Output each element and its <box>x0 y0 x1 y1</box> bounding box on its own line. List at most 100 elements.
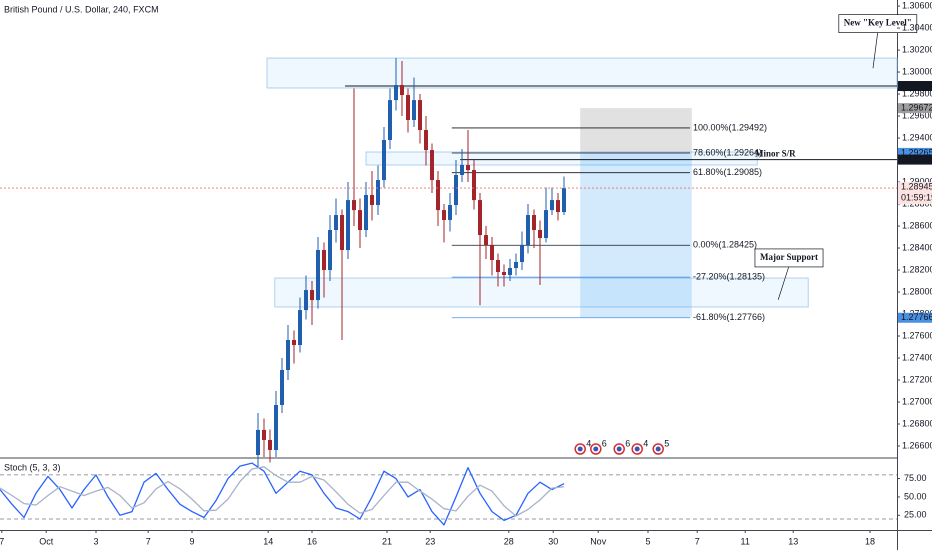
candle-body <box>532 215 536 230</box>
y-tick-label: 1.29800 <box>902 88 932 98</box>
x-tick-label: Nov <box>590 536 607 546</box>
y-tick-label: 1.27600 <box>902 330 932 340</box>
event-flag <box>655 446 661 452</box>
candle-body <box>418 100 422 131</box>
callout-box <box>754 248 824 268</box>
candle-body <box>376 180 380 206</box>
x-tick-label: 5 <box>645 536 650 546</box>
callout-pointer <box>777 265 790 300</box>
x-tick-label: 28 <box>504 536 514 546</box>
fib-label: 78.60%(1.29264) <box>693 147 762 157</box>
event-count: 4 <box>643 438 648 448</box>
candle-body <box>412 100 416 120</box>
x-tick-label: 18 <box>865 536 875 546</box>
candle-body <box>514 261 518 269</box>
y-tick-label: 1.27000 <box>902 396 932 406</box>
candle-body <box>544 210 548 239</box>
candle-body <box>526 215 530 246</box>
position-target <box>580 152 692 318</box>
candle-body <box>328 229 332 271</box>
price-tag <box>898 154 932 165</box>
current-price-label: 1.28945 <box>901 181 932 191</box>
candle-body <box>502 272 506 275</box>
event-flag <box>593 446 599 452</box>
y-tick-label: 75.00 <box>904 473 927 483</box>
y-tick-label: 1.27400 <box>902 352 932 362</box>
price-tag <box>898 312 932 323</box>
candle-body <box>364 195 368 230</box>
candle-body <box>490 245 494 261</box>
x-tick-label: 7 <box>695 536 700 546</box>
chart-title: British Pound / U.S. Dollar, 240, FXCM <box>4 4 159 14</box>
candle-body <box>394 85 398 101</box>
price-tag-label: 1.27766 <box>901 312 932 322</box>
y-tick-label: 1.27200 <box>902 374 932 384</box>
event-flag <box>616 446 622 452</box>
price-tag <box>898 147 932 158</box>
fib-label: 100.00%(1.29492) <box>693 122 767 132</box>
x-tick-label: Oct <box>39 536 54 546</box>
candle-body <box>442 210 446 220</box>
x-tick-label: 16 <box>307 536 317 546</box>
event-flag <box>634 446 640 452</box>
y-tick-label: 25.00 <box>904 510 927 520</box>
current-price-tag <box>898 182 932 205</box>
fib-label: -61.80%(1.27766) <box>693 312 765 322</box>
candle-body <box>400 85 404 96</box>
candle-body <box>430 150 434 181</box>
candle-body <box>436 180 440 211</box>
candle-body <box>466 164 470 171</box>
price-tag-label: 1.29204 <box>901 154 932 164</box>
candle-body <box>472 170 476 201</box>
event-count: 5 <box>664 438 669 448</box>
y-tick-label: 1.26600 <box>902 440 932 450</box>
price-tag <box>898 81 932 92</box>
x-tick-label: 30 <box>548 536 558 546</box>
candle-body <box>370 195 374 206</box>
candle-body <box>334 215 338 230</box>
y-tick-label: 1.30400 <box>902 22 932 32</box>
candle-body <box>358 210 362 230</box>
y-tick-label: 1.29600 <box>902 110 932 120</box>
y-tick-label: 50.00 <box>904 491 927 501</box>
candle-body <box>340 215 344 251</box>
callout-text: Major Support <box>760 252 818 262</box>
candle-body <box>556 200 560 213</box>
event-count: 6 <box>602 438 607 448</box>
candle-body <box>274 404 278 450</box>
candle-body <box>388 100 392 141</box>
candle-body <box>262 429 266 440</box>
y-tick-label: 1.28400 <box>902 242 932 252</box>
zone <box>266 57 898 89</box>
event-flag <box>577 446 583 452</box>
candle-body <box>286 339 290 371</box>
position-stop <box>580 108 692 153</box>
indicator-title: Stoch (5, 3, 3) <box>4 462 61 472</box>
event-count: 6 <box>625 438 630 448</box>
y-tick-label: 1.29400 <box>902 132 932 142</box>
candle-body <box>484 235 488 246</box>
candle-body <box>562 188 566 213</box>
event-count: 4 <box>586 438 591 448</box>
y-tick-label: 1.29000 <box>902 176 932 186</box>
line-label: Minor S/R <box>755 149 796 159</box>
candle-body <box>316 250 320 301</box>
stoch-line <box>0 462 565 526</box>
x-tick-label: 14 <box>263 536 273 546</box>
x-tick-label: 9 <box>189 536 194 546</box>
x-tick-label: 23 <box>425 536 435 546</box>
candle-body <box>292 339 296 346</box>
price-tag-label: 1.29265 <box>901 147 932 157</box>
fib-label: -27.20%(1.28135) <box>693 272 765 282</box>
y-tick-label: 1.30200 <box>902 44 932 54</box>
candle-body <box>304 290 308 311</box>
candle-body <box>496 260 500 273</box>
x-tick-label: 7 <box>0 536 4 546</box>
candle-body <box>406 95 410 120</box>
candle-body <box>382 140 386 181</box>
candle-body <box>322 250 326 271</box>
candle-body <box>550 200 554 211</box>
price-tag <box>898 103 932 114</box>
candle-body <box>256 429 260 456</box>
fib-label: 61.80%(1.29085) <box>693 167 762 177</box>
